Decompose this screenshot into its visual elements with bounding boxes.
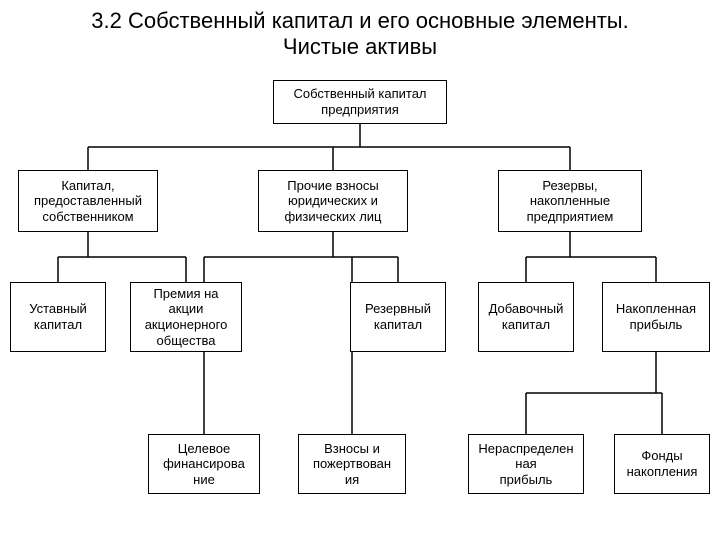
node-n12: Премия наакцииакционерногообщества: [130, 282, 242, 352]
node-n31: Добавочныйкапитал: [478, 282, 574, 352]
node-n321: Нераспределеннаяприбыль: [468, 434, 584, 494]
node-n121: Целевоефинансирование: [148, 434, 260, 494]
node-n11: Уставныйкапитал: [10, 282, 106, 352]
node-n322: Фондынакопления: [614, 434, 710, 494]
node-n21: Резервныйкапитал: [350, 282, 446, 352]
page-title: 3.2 Собственный капитал и его основные э…: [0, 0, 720, 65]
node-n3: Резервы,накопленныепредприятием: [498, 170, 642, 232]
node-n32: Накопленнаяприбыль: [602, 282, 710, 352]
node-n2: Прочие взносыюридических ифизических лиц: [258, 170, 408, 232]
node-n1: Капитал,предоставленныйсобственником: [18, 170, 158, 232]
title-line-2: Чистые активы: [283, 34, 437, 59]
title-line-1: 3.2 Собственный капитал и его основные э…: [91, 8, 628, 33]
node-root: Собственный капиталпредприятия: [273, 80, 447, 124]
node-n122: Взносы ипожертвования: [298, 434, 406, 494]
